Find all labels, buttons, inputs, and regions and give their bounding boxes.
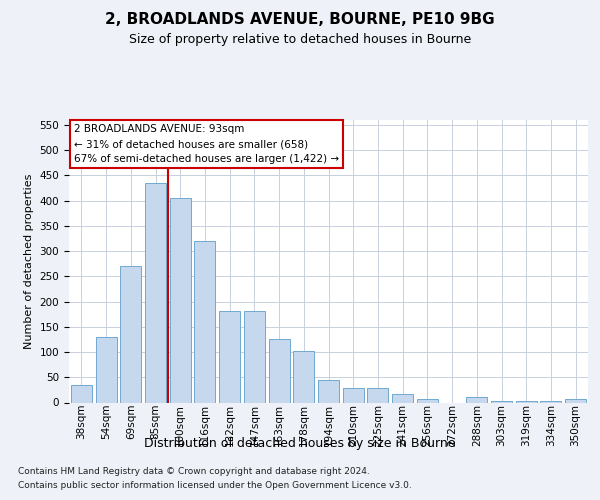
Bar — [343, 388, 364, 402]
Text: Contains public sector information licensed under the Open Government Licence v3: Contains public sector information licen… — [18, 481, 412, 490]
Bar — [219, 310, 240, 402]
Bar — [367, 388, 388, 402]
Bar — [120, 266, 141, 402]
Text: 2, BROADLANDS AVENUE, BOURNE, PE10 9BG: 2, BROADLANDS AVENUE, BOURNE, PE10 9BG — [105, 12, 495, 28]
Bar — [466, 398, 487, 402]
Bar — [244, 310, 265, 402]
Bar — [392, 394, 413, 402]
Text: Contains HM Land Registry data © Crown copyright and database right 2024.: Contains HM Land Registry data © Crown c… — [18, 468, 370, 476]
Bar — [417, 399, 438, 402]
Bar — [145, 183, 166, 402]
Bar — [541, 401, 562, 402]
Bar — [95, 337, 116, 402]
Bar — [170, 198, 191, 402]
Text: Distribution of detached houses by size in Bourne: Distribution of detached houses by size … — [144, 438, 456, 450]
Text: Size of property relative to detached houses in Bourne: Size of property relative to detached ho… — [129, 32, 471, 46]
Bar — [293, 350, 314, 403]
Bar — [318, 380, 339, 402]
Bar — [71, 385, 92, 402]
Bar — [194, 241, 215, 402]
Bar — [491, 401, 512, 402]
Text: 2 BROADLANDS AVENUE: 93sqm
← 31% of detached houses are smaller (658)
67% of sem: 2 BROADLANDS AVENUE: 93sqm ← 31% of deta… — [74, 124, 340, 164]
Bar — [565, 400, 586, 402]
Bar — [516, 401, 537, 402]
Bar — [269, 340, 290, 402]
Y-axis label: Number of detached properties: Number of detached properties — [24, 174, 34, 349]
